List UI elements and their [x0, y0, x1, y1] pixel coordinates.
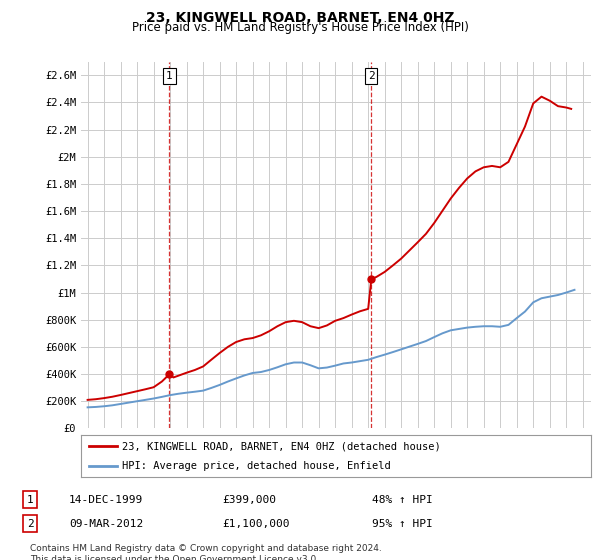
- Text: 23, KINGWELL ROAD, BARNET, EN4 0HZ: 23, KINGWELL ROAD, BARNET, EN4 0HZ: [146, 11, 454, 25]
- Text: 48% ↑ HPI: 48% ↑ HPI: [372, 494, 433, 505]
- Text: 95% ↑ HPI: 95% ↑ HPI: [372, 519, 433, 529]
- Text: 2: 2: [368, 71, 374, 81]
- Text: Contains HM Land Registry data © Crown copyright and database right 2024.
This d: Contains HM Land Registry data © Crown c…: [30, 544, 382, 560]
- Text: 2: 2: [26, 519, 34, 529]
- Text: Price paid vs. HM Land Registry's House Price Index (HPI): Price paid vs. HM Land Registry's House …: [131, 21, 469, 34]
- Text: 1: 1: [26, 494, 34, 505]
- Text: 09-MAR-2012: 09-MAR-2012: [69, 519, 143, 529]
- Text: £1,100,000: £1,100,000: [222, 519, 290, 529]
- Text: £399,000: £399,000: [222, 494, 276, 505]
- Text: HPI: Average price, detached house, Enfield: HPI: Average price, detached house, Enfi…: [122, 461, 391, 471]
- Text: 23, KINGWELL ROAD, BARNET, EN4 0HZ (detached house): 23, KINGWELL ROAD, BARNET, EN4 0HZ (deta…: [122, 441, 440, 451]
- Text: 1: 1: [166, 71, 173, 81]
- Text: 14-DEC-1999: 14-DEC-1999: [69, 494, 143, 505]
